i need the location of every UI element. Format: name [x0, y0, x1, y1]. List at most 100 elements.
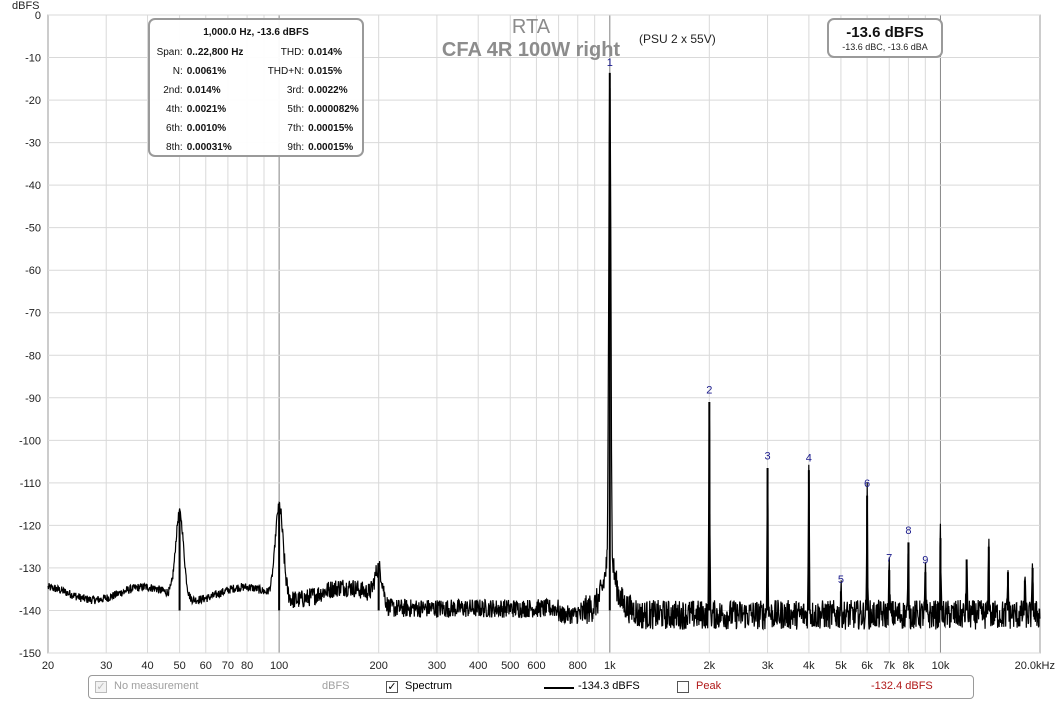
info-row: 4th: 0.0021% 5th: 0.000082% — [150, 100, 362, 119]
y-tick-label: 0 — [35, 10, 41, 22]
spectrum-value: -134.3 dBFS — [578, 680, 640, 692]
x-tick-label: 40 — [141, 660, 153, 672]
spectrum-trace — [47, 86, 1041, 631]
info-key: 6th: — [166, 123, 183, 134]
harmonic-label: 9 — [922, 555, 928, 567]
chart-subtitle: CFA 4R 100W right — [442, 39, 621, 61]
y-tick-label: -130 — [19, 563, 41, 575]
info-row: 8th: 0.00031% 9th: 0.00015% — [150, 138, 362, 157]
info-value: 0.000082% — [308, 104, 359, 115]
info-value: 0.014% — [186, 85, 221, 96]
info-key: THD: — [280, 47, 305, 58]
y-tick-label: -100 — [19, 435, 41, 447]
x-tick-label: 2k — [704, 660, 716, 672]
y-tick-label: -110 — [20, 478, 41, 490]
spectrum-label: Spectrum — [405, 680, 453, 692]
info-key: THD+N: — [267, 66, 305, 77]
x-tick-label: 300 — [428, 660, 446, 672]
x-tick-label: 50 — [173, 660, 185, 672]
peak-checkbox[interactable] — [677, 681, 689, 693]
info-key: 9th: — [287, 142, 305, 153]
chart-note: (PSU 2 x 55V) — [639, 32, 716, 46]
x-tick-label: 20.0kHz — [1015, 660, 1055, 672]
info-value: 0.0022% — [308, 85, 348, 96]
y-tick-label: -90 — [25, 393, 41, 405]
x-tick-label: 7k — [883, 660, 895, 672]
y-tick-label: -50 — [25, 223, 41, 235]
harmonic-label: 6 — [864, 478, 870, 490]
harmonic-label: 4 — [806, 453, 812, 465]
info-row: Span: 0..22,800 Hz THD: 0.014% — [150, 43, 362, 62]
info-key: 3rd: — [286, 85, 305, 96]
y-tick-label: -80 — [25, 350, 41, 362]
harmonic-label: 8 — [905, 525, 911, 537]
info-key: 4th: — [166, 104, 183, 115]
spectrum-line-swatch — [544, 687, 574, 689]
x-tick-label: 8k — [903, 660, 915, 672]
x-tick-label: 200 — [369, 660, 387, 672]
info-value: 0.015% — [308, 66, 343, 77]
info-key: N: — [172, 66, 183, 77]
y-tick-label: -140 — [19, 605, 41, 617]
x-tick-label: 20 — [42, 660, 54, 672]
info-value: 0..22,800 Hz — [186, 47, 244, 58]
harmonic-label: 1 — [607, 57, 613, 69]
no-measurement-label: No measurement — [114, 680, 199, 692]
no-measurement-unit: dBFS — [322, 680, 350, 692]
info-key: Span: — [156, 47, 183, 58]
info-key: 7th: — [287, 123, 305, 134]
y-tick-label: -40 — [25, 180, 41, 192]
x-tick-label: 800 — [569, 660, 587, 672]
harmonic-label: 3 — [764, 450, 770, 462]
y-axis-label: dBFS — [12, 0, 40, 12]
peak-label: Peak — [696, 680, 722, 692]
x-tick-label: 5k — [835, 660, 847, 672]
spectrum-checkbox[interactable]: ✓ — [386, 681, 398, 693]
x-tick-label: 10k — [932, 660, 950, 672]
y-tick-label: -20 — [25, 95, 41, 107]
info-key: 2nd: — [163, 85, 183, 96]
x-tick-label: 3k — [762, 660, 774, 672]
x-tick-label: 400 — [469, 660, 487, 672]
y-tick-label: -30 — [25, 138, 41, 150]
x-tick-label: 100 — [270, 660, 288, 672]
info-row: N: 0.0061% THD+N: 0.015% — [150, 62, 362, 81]
harmonic-label: 7 — [886, 553, 892, 565]
level-sub: -13.6 dBC, -13.6 dBA — [842, 42, 928, 52]
info-value: 0.00015% — [308, 142, 354, 153]
y-tick-label: -150 — [19, 648, 41, 660]
peak-value: -132.4 dBFS — [871, 680, 933, 692]
x-tick-label: 30 — [100, 660, 112, 672]
info-value: 0.0061% — [186, 66, 227, 77]
measurement-info-box: 1,000.0 Hz, -13.6 dBFS Span: 0..22,800 Hz… — [148, 18, 364, 157]
info-key: 8th: — [166, 142, 183, 153]
x-tick-label: 6k — [861, 660, 873, 672]
chart-title: RTA — [512, 16, 551, 38]
x-tick-label: 80 — [241, 660, 253, 672]
x-tick-label: 4k — [803, 660, 815, 672]
info-header: 1,000.0 Hz, -13.6 dBFS — [203, 27, 309, 38]
legend-bar: ✓ No measurement dBFS ✓ Spectrum -134.3 … — [88, 675, 974, 699]
info-key: 5th: — [287, 104, 305, 115]
info-value: 0.014% — [308, 47, 343, 58]
level-readout: -13.6 dBFS -13.6 dBC, -13.6 dBA — [827, 18, 943, 58]
info-value: 0.0010% — [186, 123, 227, 134]
no-measurement-checkbox: ✓ — [95, 681, 107, 693]
x-tick-label: 500 — [501, 660, 519, 672]
info-value: 0.0021% — [186, 104, 227, 115]
level-main: -13.6 dBFS — [846, 24, 924, 41]
y-tick-label: -10 — [25, 53, 41, 65]
x-tick-label: 70 — [222, 660, 234, 672]
info-row: 6th: 0.0010% 7th: 0.00015% — [150, 119, 362, 138]
y-tick-label: -60 — [25, 265, 41, 277]
y-tick-label: -120 — [19, 520, 41, 532]
harmonic-label: 2 — [706, 385, 712, 397]
harmonic-label: 5 — [838, 574, 844, 586]
info-row: 2nd: 0.014% 3rd: 0.0022% — [150, 81, 362, 100]
x-tick-label: 600 — [527, 660, 545, 672]
info-value: 0.00031% — [186, 142, 232, 153]
info-value: 0.00015% — [308, 123, 354, 134]
x-tick-label: 60 — [200, 660, 212, 672]
x-tick-label: 1k — [604, 660, 616, 672]
